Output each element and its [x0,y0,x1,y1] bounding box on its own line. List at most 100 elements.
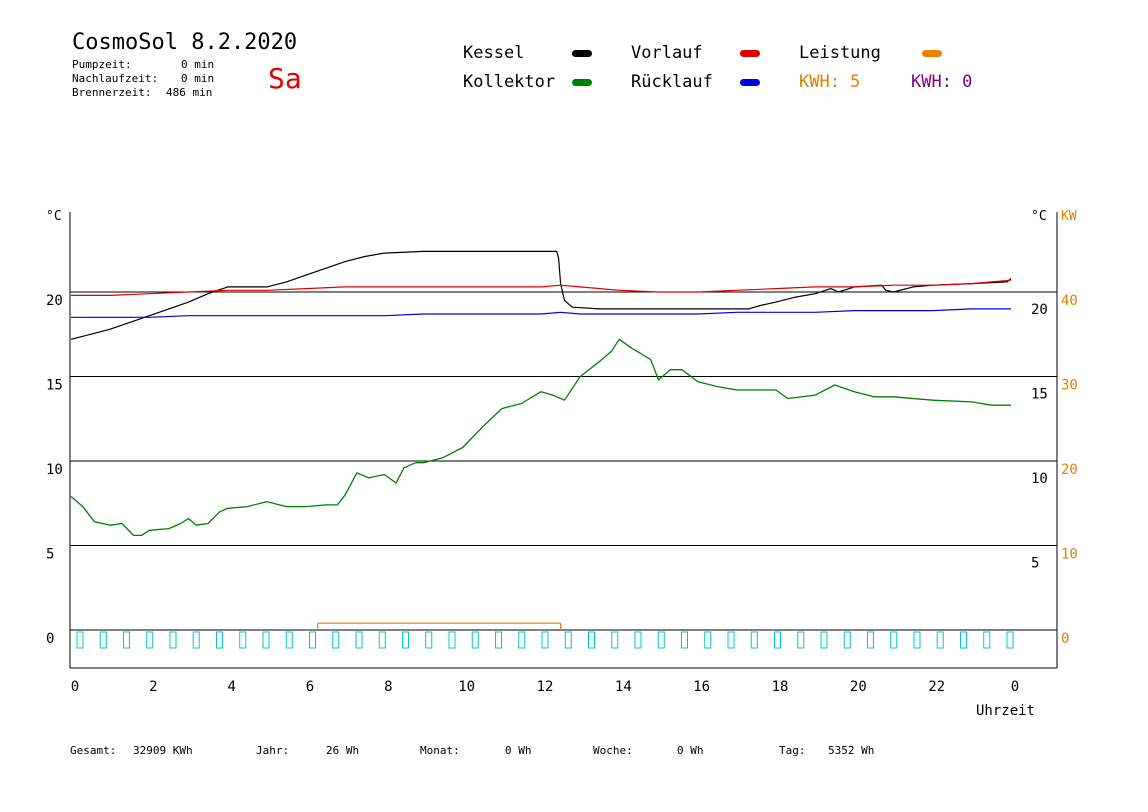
right-temp-tick-label: 5 [1031,556,1039,572]
legend-vorlauf-label: Vorlauf [631,43,703,63]
footer-jahr-label: Jahr: [256,744,290,757]
right-power-tick-label: 10 [1061,547,1078,563]
footer-monat-value: 0 Wh [505,744,532,757]
legend-kollektor-label: Kollektor [463,72,556,92]
pump-pulse [216,631,223,649]
right-power-tick-label: 20 [1061,462,1078,478]
x-tick-label: 6 [306,679,314,695]
legend-leistung-swatch [922,50,942,57]
footer-tag-value: 5352 Wh [828,744,875,757]
pump-pulse [657,631,665,649]
x-tick-label: 18 [772,679,789,695]
pump-pulse [843,631,851,649]
series-line-vorlauf [71,279,1012,296]
right-axis-unit-temp: °C [1031,209,1047,224]
right-power-tick-label: 0 [1061,631,1069,647]
x-tick-label: 0 [1011,679,1019,695]
legend-kwh-solar: KWH: 5 [799,72,861,92]
pump-pulse [634,631,642,649]
pump-pulse [262,631,270,649]
legend-ruecklauf-swatch [740,79,760,86]
x-tick-label: 10 [458,679,475,695]
pump-pulse [378,631,386,649]
pump-pulse [936,631,944,649]
chart-grid [70,291,1057,631]
x-tick-label: 2 [149,679,157,695]
axis-labels: 0 2 4 6 8 10 12 14 16 18 20 22 0 Uhrzeit °C 0 5 10 15 20 °C 5… [46,209,1078,719]
legend-ruecklauf-label: Rücklauf [631,72,713,92]
pump-pulse [797,631,805,649]
pump-pulse [471,631,479,649]
x-unit-label: Uhrzeit [976,703,1035,719]
pump-pulse [332,631,340,649]
pump-pulse-bars [76,631,1014,649]
pump-pulse [960,631,967,649]
right-temp-tick-label: 20 [1031,302,1048,318]
right-power-tick-label: 40 [1061,293,1078,309]
legend-kwh-other: KWH: 0 [911,72,973,92]
stat-nachlaufzeit-value: 0 min [181,72,215,85]
pump-pulse [239,631,247,649]
x-tick-label: 20 [850,679,867,695]
x-tick-label: 0 [71,679,79,695]
footer-gesamt-label: Gesamt: [70,744,117,757]
pump-pulse [913,631,921,649]
chart-title: CosmoSol 8.2.2020 [72,30,298,55]
pump-pulse [146,631,154,649]
legend-kessel-label: Kessel [463,43,525,63]
pump-pulse [448,631,456,649]
pump-pulse [983,631,991,649]
x-tick-label: 8 [384,679,392,695]
pump-pulse [890,631,898,649]
pump-pulse [123,631,130,649]
right-axis-unit-power: KW [1061,209,1077,224]
pump-pulse [820,631,828,649]
x-tick-label: 4 [227,679,235,695]
stat-brennerzeit-value: 486 min [166,86,213,99]
footer-woche-value: 0 Wh [677,744,704,757]
pump-pulse [285,631,293,649]
x-tick-label: 22 [928,679,945,695]
pump-pulse [518,631,526,649]
pump-pulse [1006,631,1014,649]
pump-pulse [750,631,758,649]
legend-kessel-swatch [572,50,592,57]
stat-nachlaufzeit-label: Nachlaufzeit: [72,72,159,85]
pump-pulse [76,631,84,649]
left-tick-label: 10 [46,462,63,478]
pump-pulse [309,631,316,649]
pump-pulse [727,631,735,649]
right-power-tick-label: 30 [1061,378,1078,394]
series-line-leistung [317,622,562,630]
left-axis-unit: °C [46,209,62,224]
stat-pumpzeit-label: Pumpzeit: [72,58,132,71]
footer-monat-label: Monat: [420,744,460,757]
x-tick-label: 14 [615,679,632,695]
legend-leistung-label: Leistung [799,43,881,63]
stat-pumpzeit-value: 0 min [181,58,215,71]
pump-pulse [867,631,874,649]
footer-jahr-value: 26 Wh [326,744,360,757]
left-tick-label: 15 [46,378,63,394]
pump-pulse [495,631,502,649]
pump-pulse [564,631,572,649]
chart-frame [69,212,1058,669]
series-line-rcklauf [71,308,1011,318]
right-temp-tick-label: 10 [1031,471,1048,487]
footer-tag-label: Tag: [779,744,806,757]
pump-pulse [169,631,177,649]
pump-pulse [774,631,781,649]
left-tick-label: 20 [46,293,63,309]
series-line-kessel [70,250,1012,340]
pump-pulse [192,631,200,649]
footer-gesamt-value: 32909 KWh [133,744,193,757]
pump-pulse [355,631,363,649]
pump-pulse [425,631,433,649]
pump-pulse [541,631,549,649]
pump-pulse [681,631,688,649]
left-tick-label: 0 [46,631,54,647]
left-tick-label: 5 [46,547,54,563]
series-line-kollektor [70,338,1011,537]
pump-pulse [704,631,712,649]
